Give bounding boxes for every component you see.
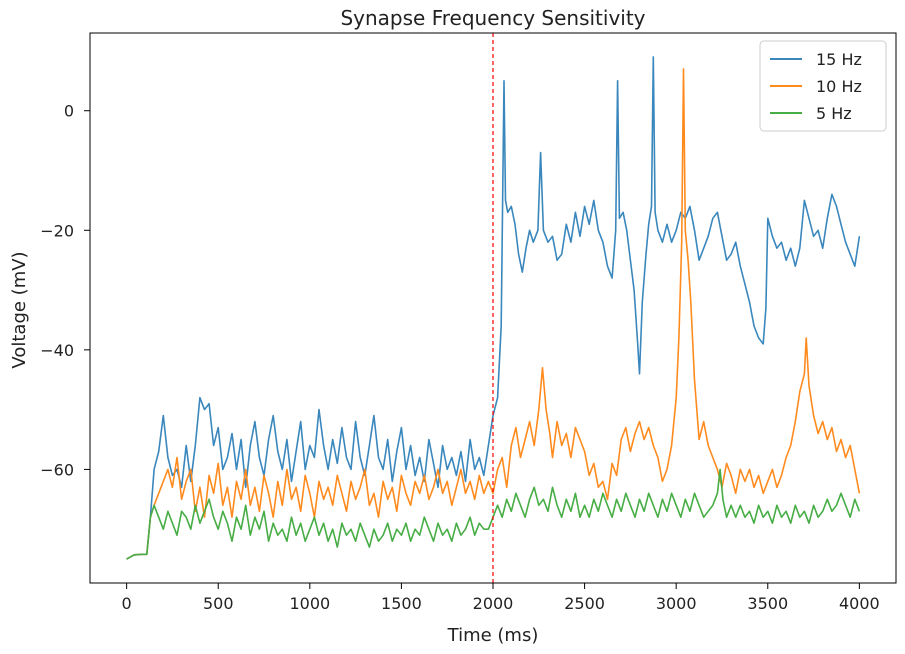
plot-area — [126, 33, 861, 583]
legend-label: 5 Hz — [816, 104, 852, 123]
x-tick-label: 1500 — [381, 594, 422, 613]
x-tick-label: 1000 — [289, 594, 330, 613]
legend-box — [759, 40, 887, 132]
x-tick-label: 2000 — [473, 594, 514, 613]
legend: 15 Hz 10 Hz 5 Hz — [759, 40, 887, 132]
x-tick-label: 2500 — [564, 594, 605, 613]
x-tick-label: 0 — [122, 594, 132, 613]
x-tick-label: 500 — [203, 594, 234, 613]
x-axis-title: Time (ms) — [447, 625, 539, 646]
legend-label: 15 Hz — [816, 50, 862, 69]
y-axis-title: Voltage (mV) — [9, 251, 30, 368]
series-line-10-hz — [126, 68, 861, 560]
chart-title: Synapse Frequency Sensitivity — [340, 6, 645, 30]
x-tick-label: 3500 — [747, 594, 788, 613]
y-tick-label: −60 — [40, 460, 74, 479]
x-tick-label: 4000 — [839, 594, 880, 613]
series-line-15-hz — [126, 56, 861, 560]
series-line-5-hz — [126, 468, 861, 560]
y-tick-label: 0 — [64, 102, 74, 121]
axes: 0 500 1000 1500 2000 2500 3000 3500 4000 0 −20 −40 −… — [40, 32, 897, 613]
y-tick-label: −20 — [40, 221, 74, 240]
legend-label: 10 Hz — [816, 77, 862, 96]
x-tick-label: 3000 — [656, 594, 697, 613]
y-tick-label: −40 — [40, 341, 74, 360]
